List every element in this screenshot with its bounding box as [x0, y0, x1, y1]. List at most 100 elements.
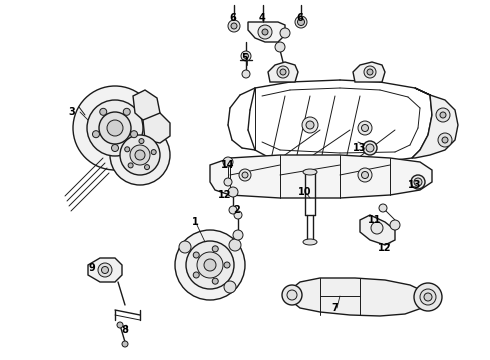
Circle shape [125, 147, 130, 152]
Text: 12: 12 [378, 243, 392, 253]
Polygon shape [210, 155, 432, 198]
Circle shape [280, 69, 286, 75]
Circle shape [239, 169, 251, 181]
Polygon shape [412, 88, 458, 158]
Circle shape [258, 25, 272, 39]
Circle shape [302, 117, 318, 133]
Circle shape [287, 290, 297, 300]
Circle shape [98, 263, 112, 277]
Circle shape [112, 144, 119, 152]
Text: 7: 7 [332, 303, 339, 313]
Circle shape [135, 150, 145, 160]
Circle shape [231, 23, 237, 29]
Text: 12: 12 [218, 190, 232, 200]
Circle shape [367, 69, 373, 75]
Circle shape [204, 259, 216, 271]
Circle shape [420, 289, 436, 305]
Circle shape [100, 108, 107, 115]
Circle shape [224, 262, 230, 268]
Circle shape [440, 112, 446, 118]
Ellipse shape [303, 239, 317, 245]
Circle shape [297, 18, 304, 26]
Circle shape [275, 42, 285, 52]
Polygon shape [353, 62, 385, 82]
Circle shape [186, 241, 234, 289]
Ellipse shape [303, 169, 317, 175]
Circle shape [99, 112, 131, 144]
Circle shape [101, 266, 108, 274]
Circle shape [358, 121, 372, 135]
Circle shape [438, 133, 452, 147]
Circle shape [371, 222, 383, 234]
Circle shape [282, 285, 302, 305]
Circle shape [93, 131, 99, 138]
Circle shape [414, 283, 442, 311]
Text: 13: 13 [408, 180, 422, 190]
Text: 3: 3 [69, 107, 75, 117]
Circle shape [363, 141, 377, 155]
Circle shape [295, 16, 307, 28]
Circle shape [151, 150, 156, 154]
Circle shape [234, 211, 242, 219]
Circle shape [87, 100, 143, 156]
Circle shape [242, 70, 250, 78]
Circle shape [358, 168, 372, 182]
Circle shape [442, 137, 448, 143]
Circle shape [411, 175, 425, 189]
Circle shape [179, 241, 191, 253]
Text: 6: 6 [230, 13, 236, 23]
Circle shape [228, 187, 238, 197]
Text: 10: 10 [298, 187, 312, 197]
Text: 1: 1 [192, 217, 198, 227]
Circle shape [130, 131, 138, 138]
Circle shape [175, 230, 245, 300]
Circle shape [280, 28, 290, 38]
Circle shape [244, 54, 248, 59]
Circle shape [145, 165, 149, 170]
Text: 13: 13 [353, 143, 367, 153]
Circle shape [117, 322, 123, 328]
Text: 5: 5 [242, 53, 248, 63]
Text: 9: 9 [89, 263, 96, 273]
Polygon shape [143, 113, 170, 143]
Circle shape [306, 121, 314, 129]
Polygon shape [360, 215, 395, 245]
Circle shape [73, 86, 157, 170]
Text: 2: 2 [234, 205, 241, 215]
Circle shape [379, 204, 387, 212]
Circle shape [233, 230, 243, 240]
Circle shape [139, 139, 144, 144]
Polygon shape [268, 62, 298, 82]
Circle shape [212, 246, 218, 252]
Circle shape [436, 108, 450, 122]
Circle shape [107, 120, 123, 136]
Circle shape [229, 239, 241, 251]
Text: 14: 14 [221, 160, 235, 170]
Circle shape [197, 252, 223, 278]
Circle shape [228, 20, 240, 32]
Circle shape [262, 29, 268, 35]
Circle shape [193, 272, 199, 278]
Text: 8: 8 [122, 325, 128, 335]
Circle shape [390, 220, 400, 230]
Circle shape [366, 144, 374, 152]
Circle shape [212, 278, 218, 284]
Circle shape [362, 171, 368, 179]
Text: 6: 6 [296, 13, 303, 23]
Circle shape [414, 178, 422, 186]
Circle shape [364, 66, 376, 78]
Polygon shape [290, 278, 428, 316]
Circle shape [130, 145, 150, 165]
Circle shape [224, 178, 232, 186]
Circle shape [193, 252, 199, 258]
Circle shape [120, 135, 160, 175]
Circle shape [122, 341, 128, 347]
Polygon shape [133, 90, 160, 120]
Circle shape [242, 172, 248, 178]
Polygon shape [248, 22, 285, 42]
Circle shape [424, 293, 432, 301]
Polygon shape [88, 258, 122, 282]
Text: 4: 4 [259, 13, 266, 23]
Circle shape [110, 125, 170, 185]
Circle shape [277, 66, 289, 78]
